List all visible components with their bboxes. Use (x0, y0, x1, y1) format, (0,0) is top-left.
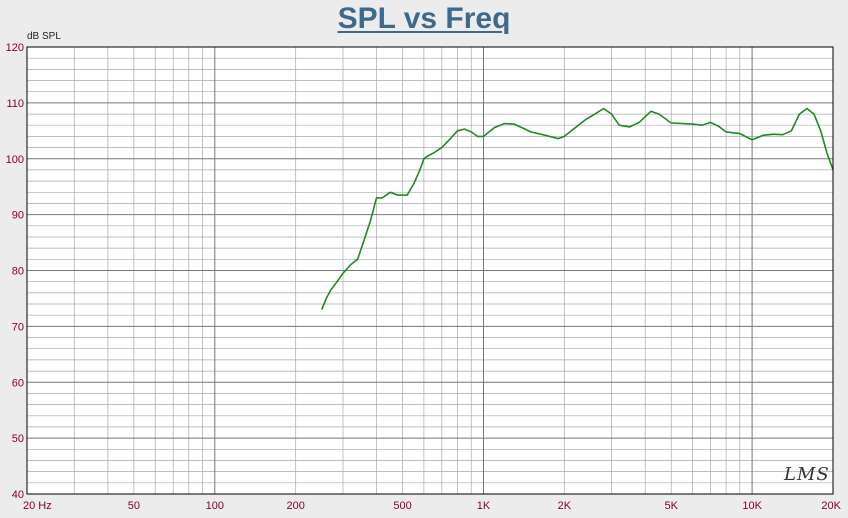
y-tick-label: 60 (12, 377, 24, 389)
y-tick-label: 50 (12, 433, 24, 445)
x-tick-label: 5K (665, 500, 679, 512)
x-tick-label: 1K (477, 500, 491, 512)
x-tick-label: 20 Hz (23, 500, 52, 512)
grid-major (27, 47, 833, 494)
y-tick-label: 120 (6, 42, 24, 54)
x-tick-label: 200 (286, 500, 304, 512)
x-tick-label: 20K (821, 500, 841, 512)
x-tick-label: 500 (393, 500, 411, 512)
x-tick-labels: 20 Hz 50 100 200 500 1K 2K 5K 10K 20K (23, 500, 842, 512)
x-tick-label: 10K (742, 500, 762, 512)
spl-curve (320, 107, 834, 310)
y-tick-label: 110 (6, 98, 24, 110)
y-axis-label: dB SPL (27, 31, 61, 42)
x-tick-label: 50 (128, 500, 140, 512)
y-tick-label: 40 (12, 489, 24, 501)
y-tick-label: 100 (6, 154, 24, 166)
chart-title: SPL vs Freq (337, 2, 511, 35)
y-tick-labels: 40 50 60 70 80 90 100 110 120 (6, 42, 24, 501)
y-tick-label: 80 (12, 266, 24, 278)
x-tick-label: 100 (206, 500, 224, 512)
y-tick-label: 70 (12, 321, 24, 333)
lms-watermark: LMS (784, 464, 830, 485)
x-tick-label: 2K (558, 500, 572, 512)
y-tick-label: 90 (12, 210, 24, 222)
plot-border (26, 46, 834, 495)
